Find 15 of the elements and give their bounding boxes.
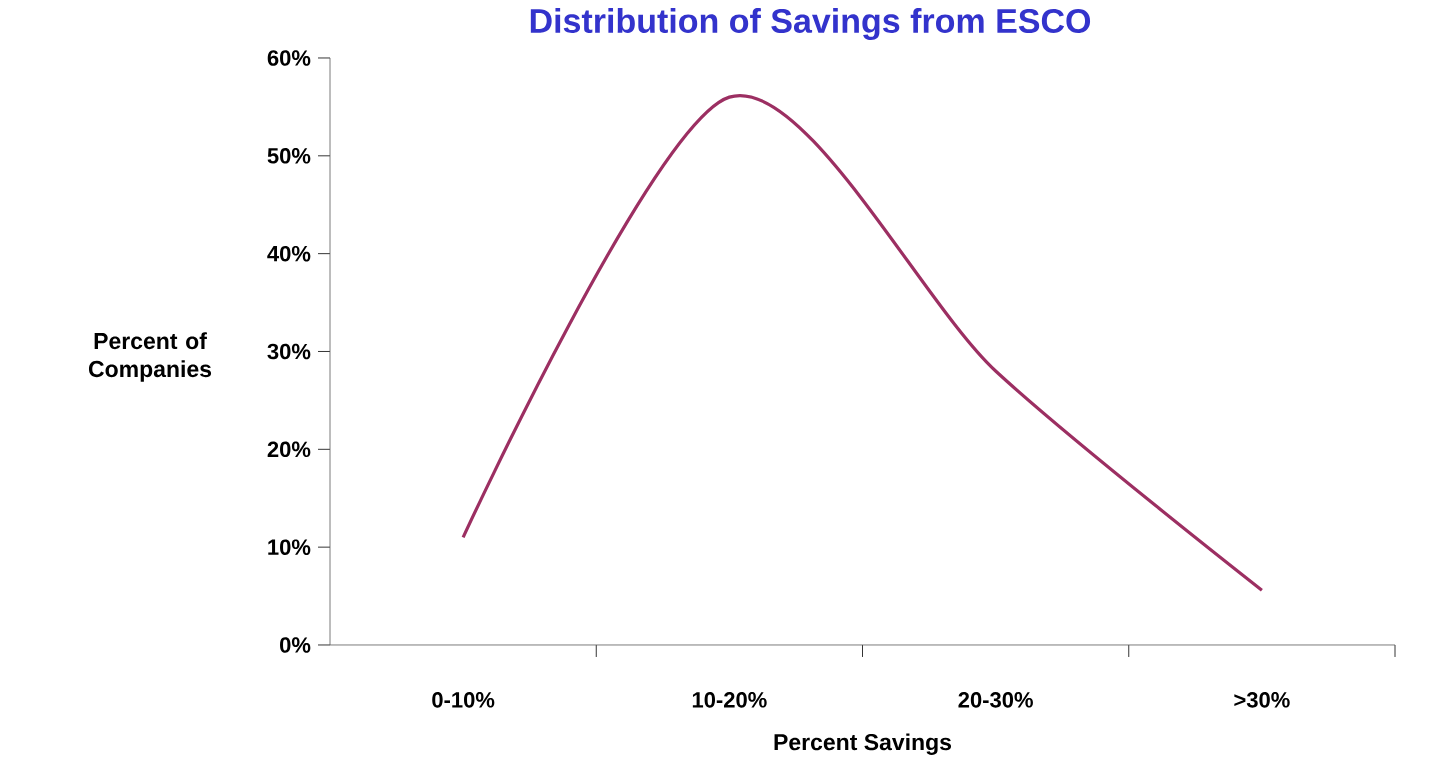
y-tick-label: 30% xyxy=(267,343,311,360)
line-series xyxy=(461,95,1264,592)
y-tick-label: 40% xyxy=(267,245,311,262)
y-tick-label: 50% xyxy=(267,148,311,164)
x-tick-label: 20-30% xyxy=(958,692,1033,708)
y-tick-label: 10% xyxy=(268,539,311,555)
chart-title: Distribution of Savings from ESCO xyxy=(530,8,1091,40)
y-tick-label: 0% xyxy=(280,637,311,653)
y-tick-label: 60% xyxy=(267,50,311,66)
x-tick-label: >30% xyxy=(1234,692,1290,708)
x-tick-label: 0-10% xyxy=(432,692,495,708)
y-axis-title: Percent of Companies xyxy=(88,332,212,382)
x-tick-label: 10-20% xyxy=(692,692,767,708)
y-tick-label: 20% xyxy=(267,441,311,458)
x-axis-title: Percent Savings xyxy=(774,733,952,755)
